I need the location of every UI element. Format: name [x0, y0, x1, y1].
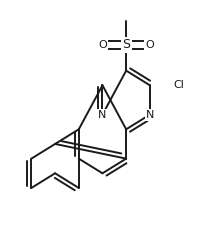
- Text: O: O: [98, 40, 107, 50]
- Text: O: O: [145, 40, 154, 50]
- Text: S: S: [122, 38, 130, 51]
- Text: N: N: [146, 110, 154, 120]
- Text: N: N: [98, 110, 107, 120]
- Text: Cl: Cl: [173, 80, 184, 90]
